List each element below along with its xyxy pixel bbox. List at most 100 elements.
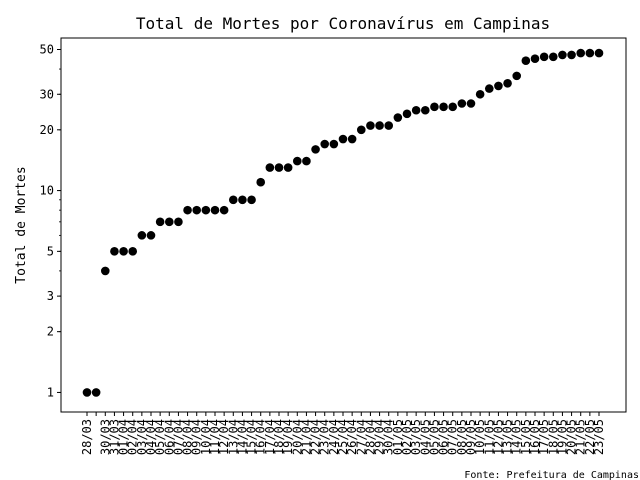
data-point — [338, 134, 348, 144]
data-point — [512, 71, 522, 81]
data-point — [228, 195, 238, 205]
data-point — [110, 247, 119, 256]
y-tick-label: 30 — [40, 87, 54, 101]
data-point — [219, 205, 229, 215]
x-tick-label: 19/04 — [281, 419, 295, 455]
data-point — [439, 102, 448, 112]
x-tick-label: 04/04 — [144, 419, 158, 455]
data-point — [302, 156, 311, 166]
data-point — [347, 134, 357, 144]
y-axis: 1 2 3 5 10 20 30 50 — [40, 42, 61, 399]
x-tick-label: 09/05 — [464, 419, 478, 455]
data-point — [192, 205, 202, 215]
data-point — [475, 89, 485, 99]
data-point — [100, 266, 110, 276]
x-tick-label: 14/04 — [235, 419, 249, 455]
x-tick-label: 19/05 — [555, 419, 569, 455]
x-tick-label: 15/05 — [519, 419, 533, 455]
y-tick-label: 1 — [47, 385, 54, 399]
x-tick-label: 27/04 — [354, 419, 368, 455]
data-point — [210, 205, 220, 215]
x-tick-label: 24/04 — [327, 419, 341, 455]
data-point — [128, 247, 138, 256]
data-point — [567, 50, 576, 60]
x-tick-label: 06/05 — [437, 419, 451, 455]
x-tick-label: 02/05 — [400, 419, 414, 455]
data-point — [320, 139, 330, 149]
x-tick-label: 20/05 — [565, 419, 579, 455]
data-point — [585, 48, 595, 58]
x-tick-label: 01/05 — [391, 419, 405, 455]
x-tick-label: 25/04 — [336, 419, 350, 455]
data-point — [393, 113, 403, 122]
data-point — [82, 388, 92, 397]
data-point — [548, 52, 558, 62]
x-tick-label: 04/05 — [418, 419, 432, 455]
x-tick-label: 22/05 — [583, 419, 597, 455]
data-point — [265, 163, 275, 172]
x-tick-label: 31/03 — [107, 419, 121, 455]
x-tick-label: 12/04 — [217, 419, 231, 455]
data-point — [448, 102, 458, 112]
data-point — [247, 195, 256, 205]
x-tick-label: 12/05 — [491, 419, 505, 455]
x-tick-label: 11/04 — [208, 419, 222, 455]
data-point — [174, 217, 183, 227]
data-point — [356, 125, 366, 135]
data-point — [146, 231, 156, 240]
x-tick-label: 16/04 — [254, 419, 268, 455]
x-tick-label: 20/04 — [290, 419, 304, 455]
data-point — [91, 388, 101, 397]
y-tick-label: 20 — [40, 123, 54, 137]
data-point — [384, 121, 394, 130]
data-point — [155, 217, 165, 227]
x-tick-label: 03/05 — [409, 419, 423, 455]
x-tick-label: 22/04 — [309, 419, 323, 455]
data-point — [594, 48, 604, 58]
data-point — [274, 163, 284, 172]
data-point — [119, 247, 128, 256]
x-tick-label: 14/05 — [510, 419, 524, 455]
x-tick-label: 07/04 — [171, 419, 185, 455]
x-tick-label: 17/04 — [263, 419, 277, 455]
data-point — [329, 139, 339, 149]
data-point — [201, 205, 211, 215]
x-tick-label: 23/05 — [592, 419, 606, 455]
data-point — [576, 48, 586, 58]
data-point — [539, 52, 549, 62]
y-tick-label: 3 — [47, 289, 54, 303]
x-tick-label: 28/03 — [80, 419, 94, 455]
x-tick-label: 13/04 — [226, 419, 240, 455]
x-tick-label: 21/04 — [299, 419, 313, 455]
plot-area — [60, 37, 627, 413]
data-points — [82, 48, 604, 397]
x-tick-label: 08/05 — [455, 419, 469, 455]
data-point — [457, 99, 467, 108]
data-point — [366, 121, 375, 130]
x-tick-label: 07/05 — [446, 419, 460, 455]
data-point — [503, 78, 512, 88]
data-point — [521, 56, 531, 65]
y-tick-label: 10 — [40, 184, 54, 198]
x-axis: 28/03 30/0331/0301/0402/0403/0404/0405/04… — [80, 412, 606, 455]
x-tick-label: 11/05 — [482, 419, 496, 455]
x-tick-label: 17/05 — [537, 419, 551, 455]
x-tick-label: 15/04 — [245, 419, 259, 455]
data-point — [375, 121, 384, 130]
x-tick-label: 18/04 — [272, 419, 286, 455]
x-tick-label: 26/04 — [345, 419, 359, 455]
x-tick-label: 30/03 — [98, 419, 112, 455]
data-point — [283, 163, 293, 172]
data-point — [494, 81, 503, 91]
data-point — [137, 231, 147, 240]
data-point — [402, 109, 412, 119]
data-point — [430, 102, 439, 112]
data-point — [466, 99, 476, 108]
x-tick-label: 10/04 — [199, 419, 213, 455]
data-point — [183, 205, 192, 215]
x-tick-label: 06/04 — [162, 419, 176, 455]
y-tick-label: 5 — [47, 244, 54, 258]
x-tick-label: 05/05 — [427, 419, 441, 455]
data-point — [238, 195, 247, 205]
